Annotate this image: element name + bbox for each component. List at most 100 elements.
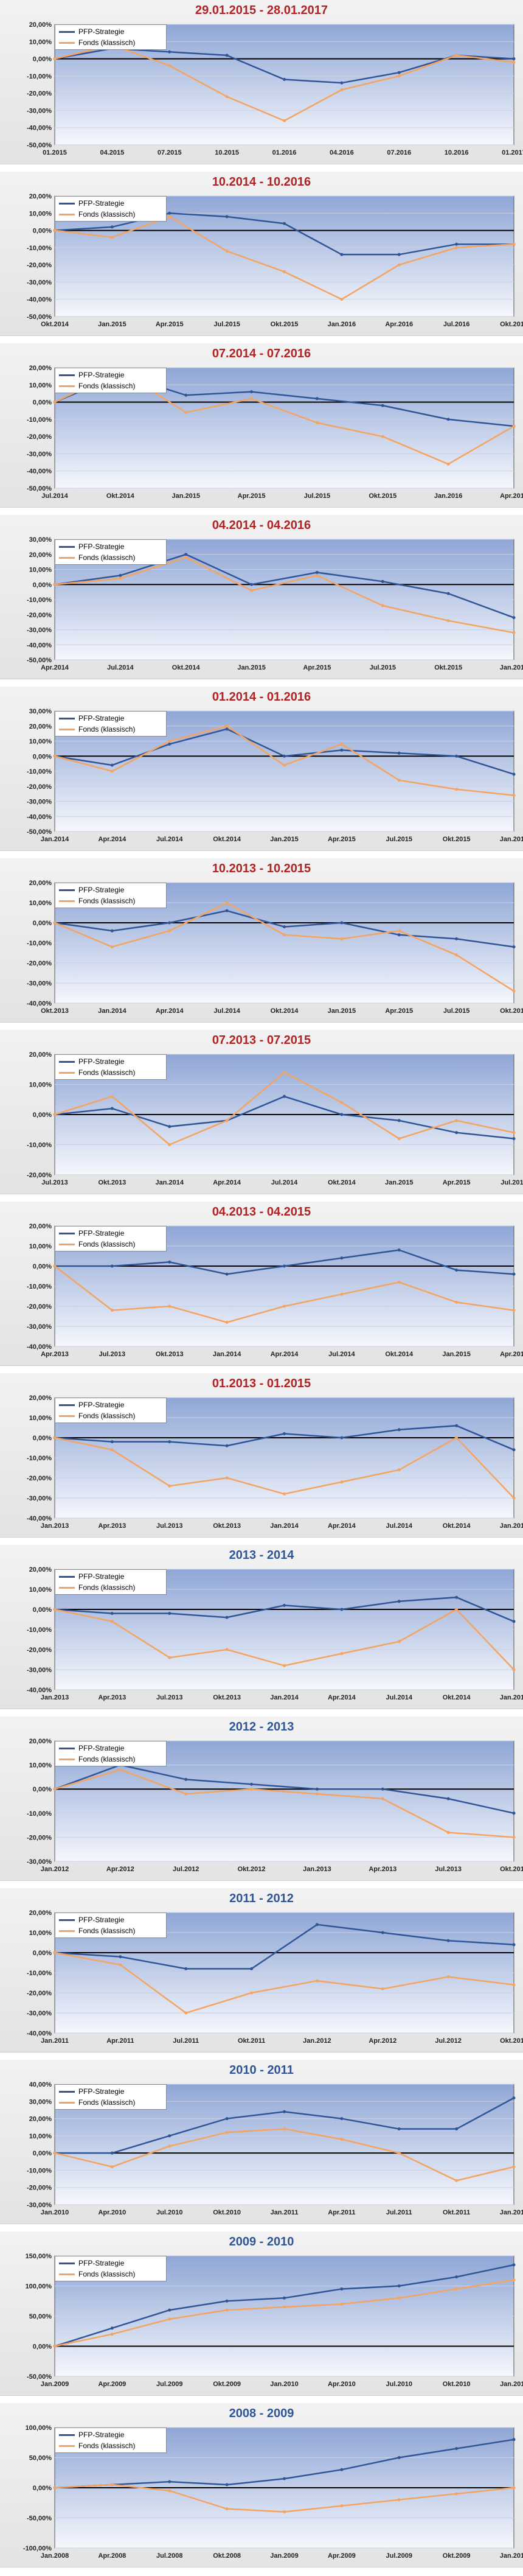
data-point <box>184 2011 188 2015</box>
y-tick-label: -30,00% <box>27 799 52 806</box>
y-tick-label: -30,00% <box>27 1667 52 1674</box>
data-point <box>283 1664 286 1667</box>
x-tick-label: Jul.2012 <box>173 1866 199 1873</box>
chart-panel: 2013 - 2014 20,00% 10,00% 0,00% -10,00% -20,0… <box>0 1545 523 1709</box>
legend-item-fonds: Fonds (klassisch) <box>59 209 162 220</box>
legend-swatch <box>59 30 75 33</box>
legend-swatch <box>59 1243 75 1245</box>
x-tick-label: Jul.2010 <box>156 2209 182 2216</box>
data-point <box>455 1131 459 1135</box>
legend-swatch <box>59 889 75 891</box>
data-point <box>283 933 286 937</box>
legend-item-strategy: PFP-Strategie <box>59 1571 162 1582</box>
x-tick-label: Jan.2016 <box>500 836 523 843</box>
x-tick-label: Okt.2013 <box>213 1522 241 1530</box>
x-tick-label: Okt.2014 <box>271 1007 299 1015</box>
x-tick-label: Jan.2016 <box>328 321 356 328</box>
data-point <box>184 1792 188 1796</box>
data-point <box>53 1264 57 1268</box>
data-point <box>168 1440 171 1444</box>
data-point <box>446 1975 450 1979</box>
legend-item-strategy: PFP-Strategie <box>59 26 162 37</box>
data-point <box>512 772 516 776</box>
legend-label: Fonds (klassisch) <box>78 38 136 47</box>
chart-title: 2012 - 2013 <box>229 1720 294 1734</box>
chart-title: 2011 - 2012 <box>229 1892 294 1905</box>
series-line-fonds <box>54 556 514 634</box>
y-tick-label: 20,00% <box>29 880 52 887</box>
data-point <box>512 60 516 64</box>
data-point <box>225 1615 229 1619</box>
data-point <box>168 921 171 925</box>
legend-label: PFP-Strategie <box>78 1916 125 1924</box>
x-tick-label: Jan.2008 <box>41 2552 69 2560</box>
y-tick-label: -10,00% <box>27 1283 52 1290</box>
legend-swatch <box>59 1232 75 1234</box>
data-point <box>512 2486 516 2490</box>
data-point <box>397 1468 401 1472</box>
data-point <box>283 1492 286 1496</box>
legend: PFP-Strategie Fonds (klassisch) <box>55 1398 167 1423</box>
x-tick-label: Jan.2011 <box>500 2381 523 2388</box>
y-tick-label: -30,00% <box>27 980 52 987</box>
y-tick-label: -10,00% <box>27 1455 52 1462</box>
x-tick-label: Okt.2010 <box>443 2381 471 2388</box>
y-tick-label: 40,00% <box>29 2081 52 2088</box>
y-tick-label: -40,00% <box>27 2030 52 2037</box>
y-tick-label: 30,00% <box>29 2098 52 2105</box>
data-point <box>225 901 229 905</box>
data-point <box>168 211 171 215</box>
y-tick-label: -20,00% <box>27 960 52 967</box>
x-tick-label: Jan.2015 <box>237 664 265 671</box>
x-tick-label: 04.2015 <box>100 149 124 156</box>
data-point <box>455 2447 459 2451</box>
y-tick-label: -10,00% <box>27 1142 52 1149</box>
chart-title: 01.2014 - 01.2016 <box>212 690 311 704</box>
x-tick-label: Apr.2013 <box>41 1351 69 1358</box>
data-point <box>340 81 344 85</box>
x-tick-label: 07.2016 <box>387 149 411 156</box>
legend-label: Fonds (klassisch) <box>78 210 136 219</box>
chart-title: 01.2013 - 01.2015 <box>212 1377 311 1390</box>
legend-item-fonds: Fonds (klassisch) <box>59 724 162 735</box>
data-point <box>455 1119 459 1122</box>
x-tick-label: Jul.2014 <box>328 1351 355 1358</box>
y-tick-label: 10,00% <box>29 2133 52 2140</box>
y-tick-label: 10,00% <box>29 738 52 746</box>
y-tick-label: 10,00% <box>29 1082 52 1089</box>
data-point <box>225 1320 229 1324</box>
data-point <box>446 619 450 623</box>
data-point <box>168 740 171 743</box>
data-point <box>283 763 286 767</box>
data-point <box>397 1640 401 1643</box>
y-tick-label: -40,00% <box>27 125 52 132</box>
legend-item-fonds: Fonds (klassisch) <box>59 1067 162 1078</box>
chart-title: 29.01.2015 - 28.01.2017 <box>195 4 328 17</box>
legend-swatch <box>59 1071 75 1074</box>
data-point <box>168 1143 171 1146</box>
x-tick-label: Apr.2009 <box>328 2552 356 2560</box>
legend-swatch <box>59 41 75 44</box>
x-tick-label: Apr.2015 <box>238 492 266 500</box>
data-point <box>168 742 171 746</box>
x-tick-label: Jul.2014 <box>156 836 183 843</box>
y-tick-label: 0,00% <box>33 1606 52 1614</box>
data-point <box>340 1608 344 1611</box>
chart-panel: 04.2014 - 04.2016 30,00% 20,00% 10,00% 0,00%… <box>0 515 523 679</box>
data-point <box>446 418 450 421</box>
x-tick-label: Apr.2016 <box>385 321 413 328</box>
data-point <box>110 2151 114 2155</box>
data-point <box>315 1787 319 1791</box>
x-tick-label: Jul.2013 <box>99 1351 125 1358</box>
x-tick-label: Jul.2012 <box>435 2037 461 2045</box>
data-point <box>315 570 319 574</box>
chart-panel: 2008 - 2009 100,00% 50,00% 0,00% -50,00% -100… <box>0 2403 523 2567</box>
legend: PFP-Strategie Fonds (klassisch) <box>55 2256 167 2281</box>
x-tick-label: Jan.2014 <box>270 1522 299 1530</box>
data-point <box>455 1595 459 1599</box>
y-tick-label: -30,00% <box>27 1858 52 1866</box>
x-tick-label: Jan.2015 <box>171 492 199 500</box>
x-tick-label: Jul.2013 <box>41 1179 68 1186</box>
y-tick-label: -20,00% <box>27 612 52 619</box>
y-tick-label: 10,00% <box>29 38 52 46</box>
